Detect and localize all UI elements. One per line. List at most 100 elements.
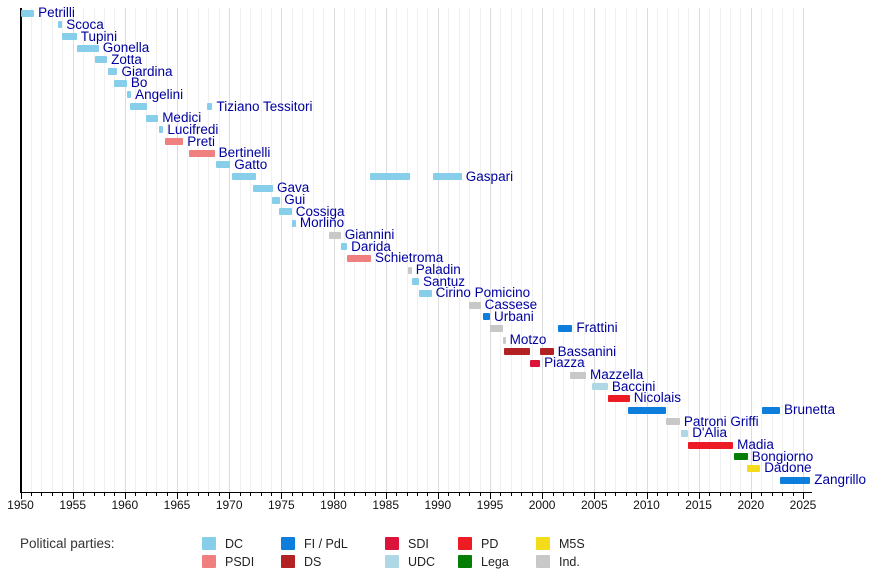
term-bar[interactable] <box>114 79 127 87</box>
term-bar[interactable] <box>279 208 292 216</box>
minister-name-label[interactable]: Patroni Griffi <box>683 413 759 429</box>
legend-column: DC PSDI <box>202 537 254 573</box>
minister-name-label[interactable]: Baccini <box>611 378 656 394</box>
gridline-minor <box>625 8 627 492</box>
minister-name-label[interactable]: Cossiga <box>295 203 345 219</box>
term-bar[interactable] <box>291 219 296 227</box>
term-bar[interactable] <box>20 9 35 17</box>
gridline-major <box>594 8 596 492</box>
term-bar[interactable] <box>557 324 573 332</box>
term-bar[interactable] <box>159 126 164 134</box>
minister-name-label[interactable]: Tiziano Tessitori <box>216 98 313 114</box>
term-bar[interactable] <box>502 336 506 344</box>
term-bar[interactable] <box>188 149 215 157</box>
term-bar[interactable] <box>370 173 410 181</box>
term-bar[interactable] <box>347 254 372 262</box>
term-bar[interactable] <box>76 44 99 52</box>
minister-name-label[interactable]: Gatto <box>234 156 268 172</box>
minister-name-label[interactable]: Brunetta <box>784 402 836 417</box>
term-bar[interactable] <box>215 161 231 169</box>
minister-name-label[interactable]: Piazza <box>544 355 585 371</box>
term-bar[interactable] <box>529 359 540 367</box>
minister-name-label[interactable]: Paladin <box>415 262 461 277</box>
minister-name-label[interactable]: Giardina <box>121 63 173 79</box>
legend-item-psdi: PSDI <box>202 555 254 569</box>
minister-name-label[interactable]: D'Alia <box>692 425 728 441</box>
minister-name-label[interactable]: Zangrillo <box>814 472 867 488</box>
minister-name-label[interactable]: Bongiorno <box>751 448 814 464</box>
minister-name-label[interactable]: Schietroma <box>375 250 444 266</box>
term-bar[interactable] <box>340 243 348 251</box>
minister-name-label[interactable]: Scoca <box>66 16 104 32</box>
minister-name-label[interactable]: Cassese <box>484 297 538 312</box>
x-axis-minor-tick <box>500 493 502 496</box>
minister-name-label[interactable]: Preti <box>187 133 216 149</box>
term-bar[interactable] <box>482 313 490 321</box>
minister-name-label[interactable]: Lucifredi <box>167 121 219 137</box>
term-bar[interactable] <box>746 464 761 472</box>
term-bar[interactable] <box>58 21 63 29</box>
legend-swatch-ind- <box>536 555 550 568</box>
term-bar[interactable] <box>130 103 147 111</box>
minister-name-label[interactable]: Gui <box>284 192 306 207</box>
term-bar[interactable] <box>126 91 132 99</box>
term-bar[interactable] <box>540 348 554 356</box>
term-bar[interactable] <box>570 371 586 379</box>
term-bar[interactable] <box>207 103 213 111</box>
minister-name-label[interactable]: Frattini <box>576 320 618 336</box>
term-bar[interactable] <box>432 173 462 181</box>
term-bar[interactable] <box>680 429 689 437</box>
term-bar[interactable] <box>490 324 503 332</box>
x-axis-major-tick <box>229 493 231 499</box>
minister-name-label[interactable]: Bertinelli <box>218 145 271 161</box>
minister-name-label[interactable]: Morlino <box>299 215 345 231</box>
minister-name-label[interactable]: Bassanini <box>557 343 617 359</box>
term-bar[interactable] <box>108 68 118 76</box>
minister-name-label[interactable]: Urbani <box>494 308 534 324</box>
term-bar[interactable] <box>666 418 680 426</box>
term-bar[interactable] <box>62 33 77 40</box>
term-bar[interactable] <box>164 138 184 146</box>
term-bar[interactable] <box>271 196 281 204</box>
minister-name-label[interactable]: Angelini <box>135 86 184 102</box>
term-bar[interactable] <box>592 383 608 391</box>
term-bar[interactable] <box>232 173 257 181</box>
term-bar[interactable] <box>253 184 273 192</box>
minister-name-label[interactable]: Gaspari <box>465 168 514 184</box>
term-bar[interactable] <box>329 231 341 239</box>
minister-name-label[interactable]: Nicolais <box>633 390 682 406</box>
minister-name-label[interactable]: Cirino Pomicino <box>435 285 531 301</box>
minister-name-label[interactable]: Dadone <box>764 460 812 476</box>
term-bar[interactable] <box>145 114 159 122</box>
minister-name-label[interactable]: Zotta <box>111 51 142 67</box>
minister-name-label[interactable]: Giannini <box>344 227 395 242</box>
term-bar[interactable] <box>780 476 811 484</box>
minister-name-label[interactable]: Madia <box>737 437 774 453</box>
gridline-minor <box>364 8 366 492</box>
minister-name-label[interactable]: Gava <box>277 180 310 196</box>
term-bar[interactable] <box>419 289 432 297</box>
term-bar[interactable] <box>762 406 780 414</box>
term-bar[interactable] <box>734 453 748 461</box>
x-axis-minor-tick <box>709 493 711 496</box>
gridline-minor <box>145 8 147 492</box>
minister-name-label[interactable]: Bo <box>130 75 148 91</box>
term-bar[interactable] <box>94 56 108 64</box>
x-axis-major-tick <box>490 493 491 499</box>
term-bar[interactable] <box>627 406 667 414</box>
minister-name-label[interactable]: Tupini <box>80 28 118 44</box>
term-bar[interactable] <box>469 301 481 309</box>
legend-swatch-ds <box>281 555 295 568</box>
term-bar[interactable] <box>407 266 412 274</box>
term-bar[interactable] <box>607 394 630 402</box>
minister-name-label[interactable]: Gonella <box>102 40 150 56</box>
term-bar[interactable] <box>503 348 530 356</box>
term-bar[interactable] <box>411 278 419 286</box>
minister-name-label[interactable]: Darida <box>351 238 391 254</box>
minister-name-label[interactable]: Mazzella <box>590 367 644 382</box>
minister-name-label[interactable]: Medici <box>162 110 202 126</box>
minister-name-label[interactable]: Santuz <box>423 273 466 289</box>
minister-name-label[interactable]: Petrilli <box>38 5 75 21</box>
minister-name-label[interactable]: Motzo <box>509 332 547 347</box>
term-bar[interactable] <box>688 441 734 449</box>
